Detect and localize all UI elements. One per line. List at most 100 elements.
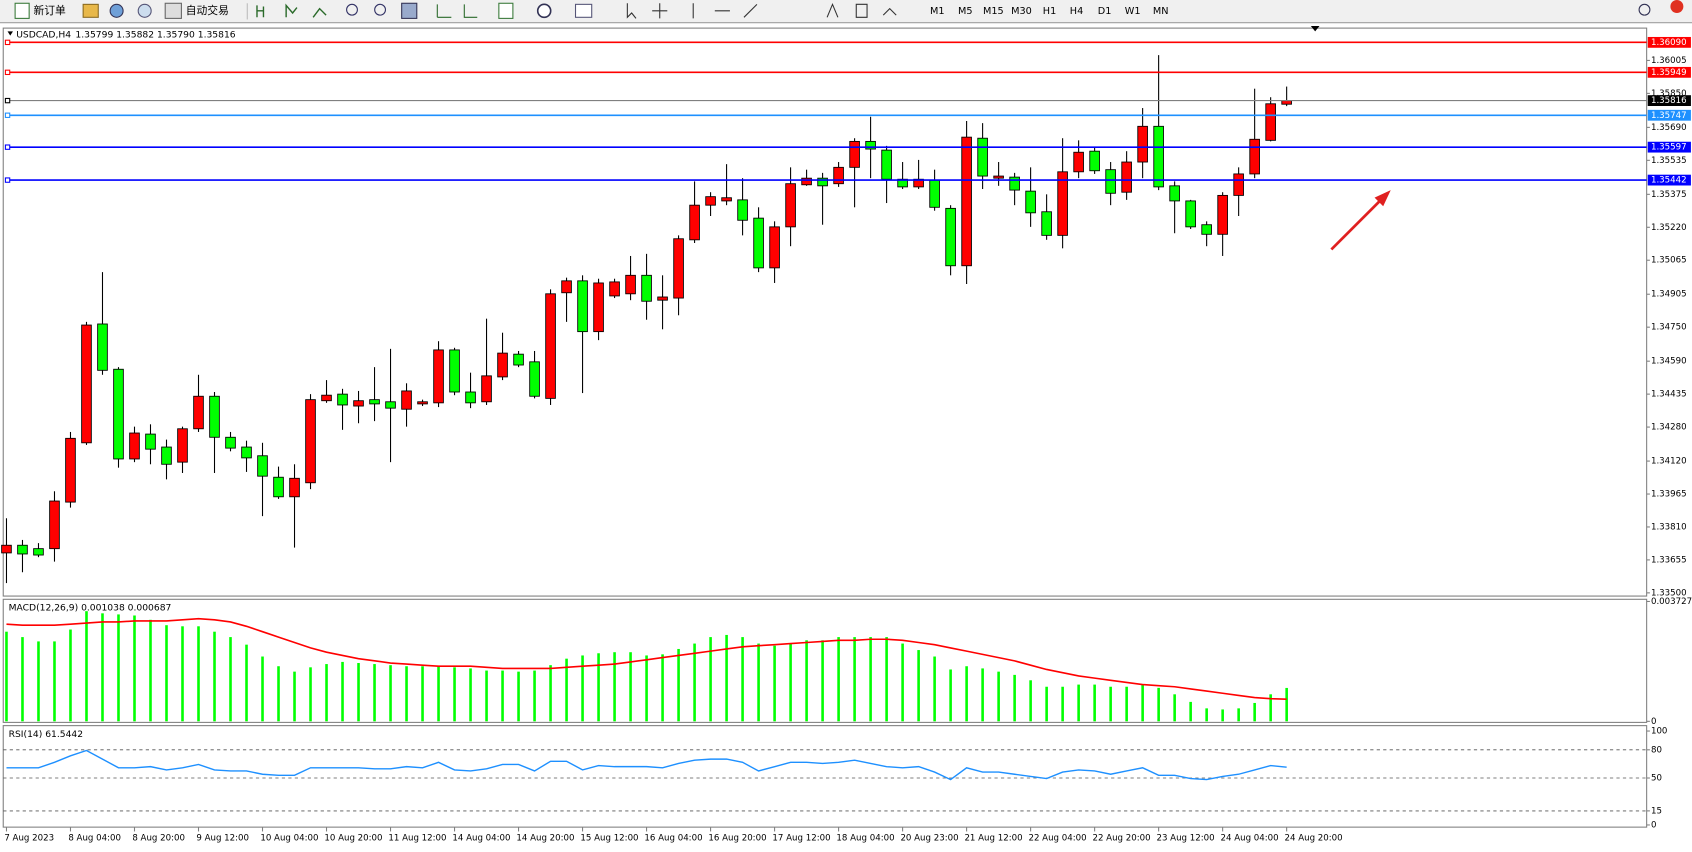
price-level-label: 1.35597 [1651,143,1687,153]
candle-body [1281,100,1292,105]
candle-body [513,353,524,366]
macd-bar [309,667,312,722]
toolbar-bg [0,0,1692,23]
candle-body [1265,103,1276,141]
macd-bar [565,658,568,722]
periods-icon[interactable] [536,3,552,19]
candle-body [561,280,572,294]
templates-icon[interactable] [574,3,593,18]
candle-body [993,175,1004,179]
y-tick-label: 1.36005 [1651,56,1687,66]
y-tick-label: 1.33965 [1651,490,1687,500]
timeframe-button[interactable]: MN [1153,6,1169,17]
macd-bar [453,667,456,722]
price-level-handle [4,39,11,46]
candle-body [945,207,956,267]
price-level-handle [4,144,11,150]
x-tick-label: 24 Aug 04:00 [1220,833,1278,843]
x-tick-label: 9 Aug 12:00 [196,833,249,843]
macd-bar [1013,674,1016,722]
candle-body [305,399,316,484]
chart-shift-marker [1310,25,1320,32]
candle-body [545,293,556,399]
macd-bar [757,643,760,722]
x-tick-label: 21 Aug 12:00 [964,833,1022,843]
candle-body [753,217,764,269]
price-level-label: 1.35747 [1651,111,1687,121]
macd-bar [869,637,872,722]
macd-bar [805,640,808,722]
x-tick-label: 11 Aug 12:00 [388,833,446,843]
candle-body [369,399,380,405]
scroll-icons[interactable] [436,4,478,18]
candle-body [337,393,348,406]
macd-bar [1141,684,1144,722]
zoom-in-icon[interactable] [346,3,358,16]
candle-body [577,280,588,333]
price-level-label: 1.36090 [1651,38,1687,48]
auto-trading-button[interactable]: 自动交易 [186,4,229,17]
macd-bar [517,671,520,722]
macd-bar [1205,708,1208,722]
toolbar: 新订单 自动交易 M1 M5 M15 M30 H1 H4 D1 W1 MN [0,0,1692,24]
candle-body [177,428,188,463]
candle-body [113,368,124,460]
x-tick-label: 22 Aug 20:00 [1092,833,1150,843]
timeframe-button[interactable]: H1 [1043,6,1056,17]
macd-bar [981,668,984,722]
y-tick-label: 0.003727 [1651,597,1692,607]
timeframe-button[interactable]: M5 [958,6,973,17]
timeframe-button[interactable]: M15 [983,6,1004,17]
macd-bar [597,653,600,722]
candle-body [977,137,988,177]
toolbar-icon[interactable] [109,3,124,18]
candle-body [785,183,796,228]
y-tick-label: 0 [1651,717,1656,727]
candle-body [49,500,60,550]
candle-body [769,226,780,269]
toolbar-icon[interactable] [82,3,99,18]
candle-body [1233,173,1244,196]
tile-icon[interactable] [401,2,418,19]
toolbar-icon[interactable] [137,3,152,18]
candle-body [433,349,444,404]
timeframe-button[interactable]: H4 [1070,6,1083,17]
macd-bar [405,666,408,722]
candle-body [897,178,908,188]
indicators-icon[interactable] [498,2,514,19]
macd-bar [917,650,920,722]
timeframe-button[interactable]: D1 [1098,6,1112,17]
macd-bar [629,652,632,722]
price-level-label: 1.35442 [1651,176,1687,186]
macd-bar [85,611,88,722]
x-tick-label: 8 Aug 20:00 [132,833,185,843]
candle-body [929,179,940,208]
new-order-icon[interactable] [14,2,30,19]
macd-bar [261,656,264,722]
search-icon[interactable] [1638,3,1651,16]
macd-bar [1157,687,1160,722]
candle-body [865,140,876,150]
timeframe-button[interactable]: W1 [1125,6,1141,17]
chart-type-icons[interactable] [256,3,327,18]
symbol-dropdown[interactable] [7,31,13,36]
timeframe-button[interactable]: M30 [1011,6,1032,17]
arrow-head [1374,190,1391,207]
candle-body [97,323,108,371]
notification-icon[interactable] [1670,0,1684,13]
zoom-out-icon[interactable] [374,3,387,16]
y-tick-label: 100 [1651,727,1667,737]
ohlc-values: 1.35799 1.35882 1.35790 1.35816 [75,29,235,40]
y-tick-label: 1.34905 [1651,290,1687,300]
timeframe-button[interactable]: M1 [930,6,945,17]
new-order-button[interactable]: 新订单 [33,4,66,17]
drawing-tools[interactable] [626,2,897,19]
candle-body [33,548,44,556]
y-tick-label: 1.34280 [1651,423,1687,433]
macd-bar [133,615,136,722]
x-tick-label: 22 Aug 04:00 [1028,833,1086,843]
macd-bar [117,614,120,722]
candle-body [1169,185,1180,202]
candle-body [225,436,236,449]
auto-trading-icon[interactable] [164,2,182,19]
